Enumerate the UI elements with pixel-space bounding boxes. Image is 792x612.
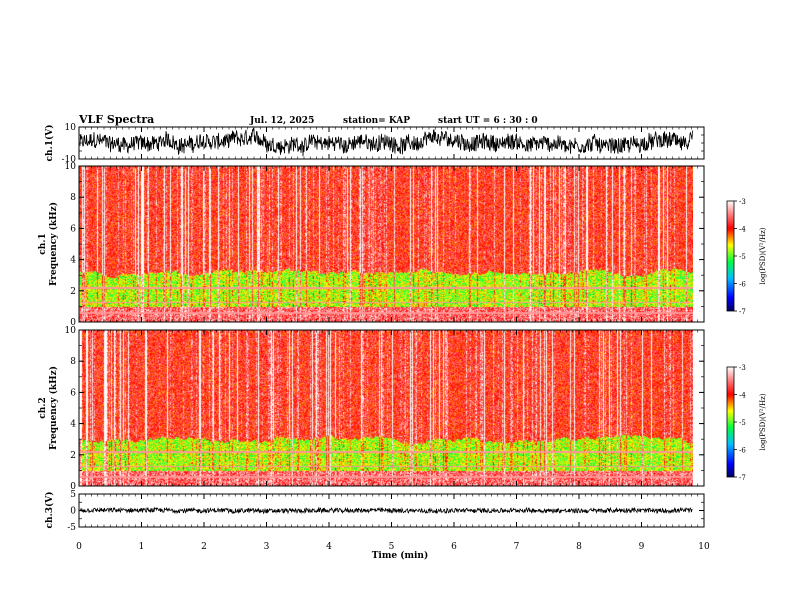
colorbar-tick-label: -4 bbox=[739, 226, 746, 234]
ch1-signal-line bbox=[79, 127, 693, 157]
station-label: station= KAP bbox=[343, 116, 410, 126]
ch1-spec-y-ticks: 0 2 4 6 8 10 bbox=[65, 162, 704, 328]
y-tick-label: 8 bbox=[70, 357, 76, 367]
x-tick-label: 9 bbox=[639, 542, 645, 552]
colorbar-tick-label: -3 bbox=[739, 198, 746, 206]
y-tick-label: 0 bbox=[70, 318, 76, 328]
ch2-spec-y-ticks: 0 2 4 6 8 10 bbox=[65, 326, 704, 492]
x-tick-label: 6 bbox=[451, 542, 457, 552]
ch1-waveform-panel: 10 -10 ch.1(V) bbox=[44, 123, 705, 165]
start-time-label: start UT = 6 : 30 : 0 bbox=[438, 116, 538, 126]
y-tick-label: 8 bbox=[70, 193, 76, 203]
y-tick-label: 10 bbox=[65, 326, 77, 336]
ch2-colorbar: -3 -4 -5 -6 -7 log(PSD)(V²/Hz) bbox=[726, 364, 767, 482]
y-tick-label: 0 bbox=[70, 482, 76, 492]
colorbar-tick-label: -6 bbox=[739, 447, 746, 455]
ch2-colorbar-ticks: -3 -4 -5 -6 -7 bbox=[734, 364, 746, 482]
ch1-colorbar: -3 -4 -5 -6 -7 log(PSD)(V²/Hz) bbox=[726, 198, 767, 316]
y-tick-label: 5 bbox=[70, 490, 76, 500]
ch3-signal-line bbox=[79, 506, 693, 515]
colorbar-tick-label: -7 bbox=[739, 308, 746, 316]
x-tick-label: 0 bbox=[76, 542, 82, 552]
ch2-spectrogram-panel: 0 2 4 6 8 10 ch.2Frequency (kHz) bbox=[38, 326, 705, 492]
x-tick-label: 10 bbox=[698, 542, 710, 552]
ch1-colorbar-label: log(PSD)(V²/Hz) bbox=[759, 227, 767, 284]
colorbar-tick-label: -7 bbox=[739, 474, 746, 482]
ch2-colorbar-label: log(PSD)(V²/Hz) bbox=[759, 393, 767, 450]
time-axis-ticks: 0 1 2 3 4 5 6 7 8 9 10 bbox=[76, 127, 710, 552]
x-tick-label: 4 bbox=[326, 542, 332, 552]
y-tick-label: 2 bbox=[70, 451, 76, 461]
y-tick-label: 10 bbox=[65, 162, 77, 172]
ch2-spectrogram-image bbox=[79, 330, 693, 486]
ch1-spectrogram-panel: 0 2 4 6 8 10 ch.1Frequency (kHz) bbox=[38, 162, 705, 328]
figure-title: VLF Spectra bbox=[78, 113, 154, 126]
date-label: Jul. 12, 2025 bbox=[249, 116, 314, 126]
x-tick-label: 1 bbox=[139, 542, 145, 552]
x-tick-label: 5 bbox=[389, 542, 395, 552]
colorbar-tick-label: -3 bbox=[739, 364, 746, 372]
y-tick-label: 10 bbox=[65, 123, 77, 133]
ch2-colorbar-bar bbox=[726, 366, 735, 478]
ch3-ylabel: ch.3(V) bbox=[44, 492, 55, 529]
ch1-colorbar-bar bbox=[726, 200, 735, 312]
x-tick-label: 2 bbox=[201, 542, 207, 552]
y-tick-label: 2 bbox=[70, 287, 76, 297]
ch2-spec-ylabel: ch.2Frequency (kHz) bbox=[38, 366, 59, 450]
time-axis-label: Time (min) bbox=[372, 550, 429, 561]
x-tick-label: 3 bbox=[264, 542, 270, 552]
y-tick-label: 0 bbox=[70, 507, 76, 517]
colorbar-tick-label: -5 bbox=[739, 253, 746, 261]
y-tick-label: 4 bbox=[70, 256, 76, 266]
colorbar-tick-label: -6 bbox=[739, 281, 746, 289]
y-tick-label: 6 bbox=[70, 224, 76, 234]
ch1-spec-ylabel-top: ch.1Frequency (kHz) bbox=[38, 202, 59, 286]
ch1-colorbar-ticks: -3 -4 -5 -6 -7 bbox=[734, 198, 746, 316]
y-tick-label: -10 bbox=[62, 155, 77, 165]
colorbar-tick-label: -5 bbox=[739, 419, 746, 427]
x-tick-label: 8 bbox=[576, 542, 582, 552]
y-tick-label: 6 bbox=[70, 388, 76, 398]
ch1-ylabel: ch.1(V) bbox=[44, 125, 55, 162]
x-tick-label: 7 bbox=[514, 542, 520, 552]
ch3-waveform-panel: 50-5 0 1 2 3 4 5 6 7 8 9 10 ch.3(V) Time (min) bbox=[44, 127, 710, 561]
y-tick-label: -5 bbox=[67, 523, 76, 533]
ch1-spectrogram-image bbox=[79, 166, 693, 322]
y-tick-label: 4 bbox=[70, 420, 76, 430]
colorbar-tick-label: -4 bbox=[739, 392, 746, 400]
